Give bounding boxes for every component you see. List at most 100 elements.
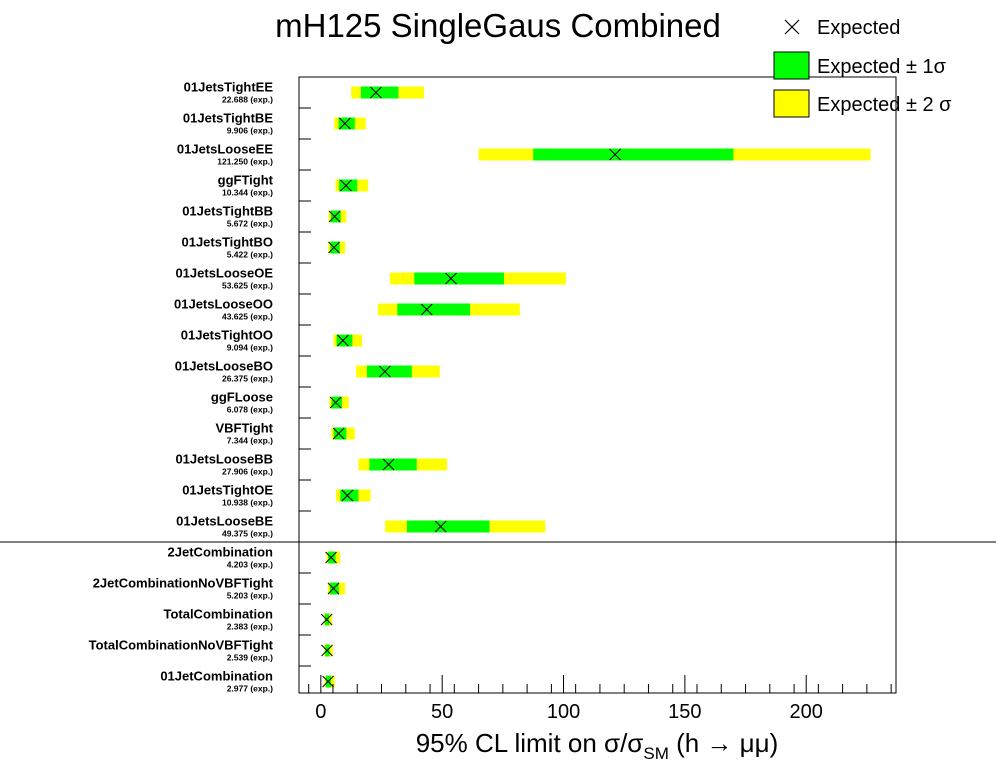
x-axis-title-subscript: SM: [643, 744, 669, 763]
category-label-01jetstightbo: 01JetsTightBO: [181, 235, 273, 250]
legend-item-1sigma: Expected ± 1σ: [773, 51, 947, 80]
expected-value-label-01jetslooseoe: 53.625 (exp.): [222, 281, 273, 291]
expected-marker-01jetsloosebe: [434, 520, 447, 533]
category-label-ggfloose: ggFLoose: [211, 390, 273, 405]
expected-value-label-01jetsloosebe: 49.375 (exp.): [222, 529, 273, 539]
expected-value-label-01jetsloosebb: 27.906 (exp.): [222, 467, 273, 477]
band-1sigma-01jetstightbo: [330, 241, 340, 254]
x-icon: [340, 179, 352, 192]
expected-marker-totalcombinationnovbftight: [321, 644, 333, 657]
x-icon: [370, 86, 382, 99]
expected-value-label-01jetstightee: 22.688 (exp.): [222, 95, 273, 105]
expected-marker-vbftight: [332, 427, 345, 440]
x-icon: [329, 396, 342, 409]
x-icon: [337, 334, 349, 347]
x-icon: [341, 489, 354, 502]
category-label-vbftight: VBFTight: [215, 421, 273, 436]
expected-value-label-2jetcombinationnovbftight: 5.203 (exp.): [227, 591, 273, 601]
category-label-01jetcombination: 01JetCombination: [160, 669, 273, 684]
band-1sigma-01jetstightbb: [330, 210, 341, 223]
x-icon: [328, 241, 340, 254]
category-label-01jetsloosebe: 01JetsLooseBE: [176, 514, 273, 529]
expected-value-label-01jetslooseee: 121.250 (exp.): [217, 157, 273, 167]
legend-item-expected: Expected: [784, 17, 900, 39]
x-axis-title-main: 95% CL limit on σ/σ: [416, 728, 644, 758]
expected-marker-01jetsloosebo: [378, 365, 391, 378]
expected-value-label-ggftight: 10.344 (exp.): [222, 188, 273, 198]
expected-value-label-01jetstightbo: 5.422 (exp.): [227, 250, 273, 260]
expected-marker-totalcombination: [320, 613, 333, 626]
expected-marker-01jetslooseoe: [445, 272, 457, 285]
expected-marker-2jetcombinationnovbftight: [327, 582, 340, 595]
legend-swatch-1sigma: [773, 51, 810, 80]
category-label-01jetstightee: 01JetsTightEE: [184, 80, 274, 95]
band-1sigma-01jetsloosebe: [406, 520, 490, 533]
expected-marker-01jetstightbe: [339, 117, 351, 130]
markers-layer: [320, 86, 621, 688]
x-axis-title: 95% CL limit on σ/σSM (h → μμ): [416, 728, 779, 763]
band-1sigma-2jetcombination: [328, 551, 336, 564]
expected-marker-ggftight: [340, 179, 352, 192]
y-ticks: [299, 107, 311, 667]
expected-value-label-totalcombination: 2.383 (exp.): [227, 622, 273, 632]
expected-marker-01jetstightee: [370, 86, 382, 99]
band-1sigma-01jetslooseoe: [414, 272, 505, 285]
band-1sigma-01jetstightee: [360, 86, 399, 99]
category-label-totalcombination: TotalCombination: [163, 607, 273, 622]
expected-marker-01jetslooseoo: [420, 303, 433, 316]
x-icon: [328, 210, 341, 223]
expected-marker-01jetsloosebb: [382, 458, 395, 471]
expected-value-label-ggfloose: 6.078 (exp.): [227, 405, 273, 415]
band-1sigma-ggfloose: [331, 396, 342, 409]
x-tick-label: 150: [668, 701, 701, 723]
category-label-01jetstightbb: 01JetsTightBB: [182, 204, 273, 219]
category-label-01jetstightoe: 01JetsTightOE: [182, 483, 273, 498]
band-1sigma-01jetstightbe: [338, 117, 355, 130]
x-icon: [325, 551, 337, 564]
x-icon: [320, 613, 333, 626]
x-icon: [322, 675, 334, 688]
x-tick-label: 200: [790, 701, 823, 723]
band-1sigma-vbftight: [333, 427, 347, 440]
x-icon-stroke: [784, 19, 800, 35]
x-icon: [382, 458, 395, 471]
x-icon: [321, 644, 333, 657]
legend-label-2sigma: Expected ± 2 σ: [817, 94, 952, 116]
band-1sigma-01jetslooseoo: [397, 303, 471, 316]
category-label-01jetslooseoe: 01JetsLooseOE: [175, 266, 273, 281]
expected-value-label-2jetcombination: 4.203 (exp.): [227, 560, 273, 570]
expected-marker-01jetslooseee: [609, 148, 621, 161]
category-label-totalcombinationnovbftight: TotalCombinationNoVBFTight: [89, 638, 274, 653]
category-label-01jetslooseoo: 01JetsLooseOO: [174, 297, 273, 312]
expected-marker-01jetcombination: [322, 675, 334, 688]
expected-value-label-vbftight: 7.344 (exp.): [227, 436, 273, 446]
expected-marker-01jetstightbo: [328, 241, 340, 254]
chart-title: mH125 SingleGaus Combined: [275, 7, 721, 44]
expected-value-label-01jetcombination: 2.977 (exp.): [227, 684, 273, 694]
expected-marker-01jetstightoo: [337, 334, 349, 347]
legend-item-2sigma: Expected ± 2 σ: [773, 89, 952, 118]
expected-marker-01jetstightbb: [328, 210, 341, 223]
expected-value-label-01jetstightbb: 5.672 (exp.): [227, 219, 273, 229]
band-1sigma-01jetsloosebb: [369, 458, 417, 471]
expected-value-label-01jetstightoe: 10.938 (exp.): [222, 498, 273, 508]
category-label-01jetsloosebo: 01JetsLooseBO: [175, 359, 273, 374]
expected-value-label-totalcombinationnovbftight: 2.539 (exp.): [227, 653, 273, 663]
x-icon: [332, 427, 345, 440]
legend-label-expected: Expected: [817, 17, 900, 39]
x-axis-title-tail: (h → μμ): [669, 728, 778, 758]
category-label-01jetstightoo: 01JetsTightOO: [181, 328, 273, 343]
band-1sigma-01jetsloosebo: [366, 365, 412, 378]
category-label-01jetstightbe: 01JetsTightBE: [183, 111, 273, 126]
x-tick-label: 0: [315, 701, 326, 723]
x-icon: [339, 117, 351, 130]
category-label-ggftight: ggFTight: [218, 173, 274, 188]
band-1sigma-2jetcombinationnovbftight: [329, 582, 339, 595]
expected-marker-ggfloose: [329, 396, 342, 409]
x-tick-label: 50: [431, 701, 453, 723]
expected-value-label-01jetsloosebo: 26.375 (exp.): [222, 374, 273, 384]
category-label-2jetcombinationnovbftight: 2JetCombinationNoVBFTight: [93, 576, 274, 591]
expected-value-label-01jetslooseoo: 43.625 (exp.): [222, 312, 273, 322]
